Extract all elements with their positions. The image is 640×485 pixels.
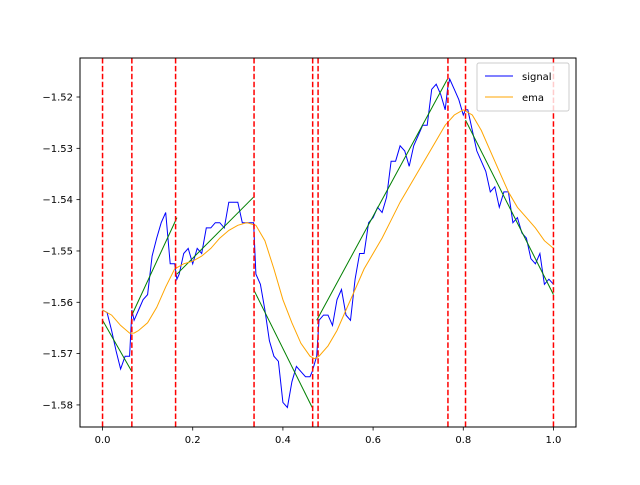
y-tick-label: −1.53 (42, 144, 73, 155)
y-tick-label: −1.57 (42, 349, 73, 360)
x-axis: 0.0 0.2 0.4 0.6 0.8 1.0 (95, 427, 562, 446)
trend-segment-5 (316, 78, 448, 321)
plot-area (101, 58, 555, 427)
trend-segment-6 (465, 119, 554, 295)
y-axis: −1.52 −1.53 −1.54 −1.55 −1.56 −1.57 −1.58 (42, 93, 80, 411)
x-tick-label: 1.0 (546, 435, 562, 446)
series-ema-line (102, 109, 554, 360)
trend-segment-3 (176, 196, 254, 275)
y-tick-label: −1.56 (42, 298, 73, 309)
legend-label-signal: signal (522, 72, 552, 83)
legend: signal ema (476, 62, 570, 112)
legend-label-ema: ema (522, 93, 544, 104)
y-tick-label: −1.58 (42, 400, 73, 411)
trend-segment-1 (102, 320, 133, 372)
trend-segment-2 (131, 217, 178, 316)
y-tick-label: −1.55 (42, 246, 73, 257)
trend-segment-4 (253, 289, 313, 408)
y-tick-label: −1.54 (42, 195, 73, 206)
x-tick-label: 0.0 (95, 435, 111, 446)
x-tick-label: 0.8 (455, 435, 471, 446)
x-tick-label: 0.4 (275, 435, 291, 446)
x-tick-label: 0.6 (365, 435, 381, 446)
x-tick-label: 0.2 (185, 435, 201, 446)
plot-frame (79, 57, 577, 428)
legend-box (476, 62, 570, 112)
y-tick-label: −1.52 (42, 93, 73, 104)
